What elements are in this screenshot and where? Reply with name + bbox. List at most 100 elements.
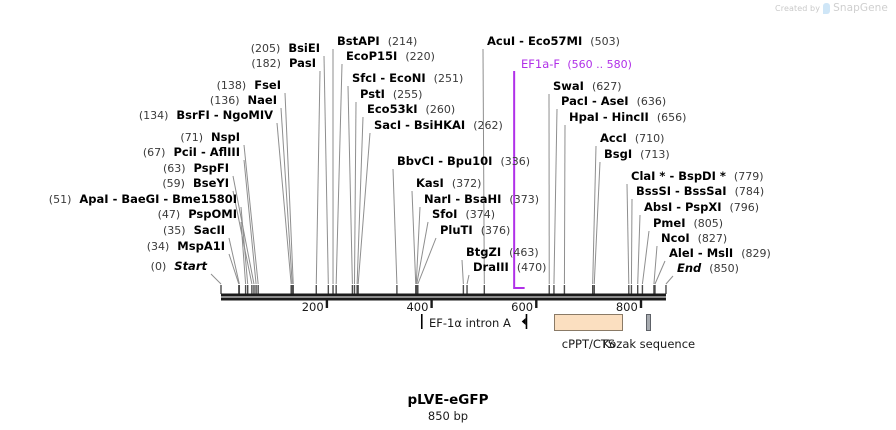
enzyme-leader-line [626, 183, 630, 285]
ruler-tick-label: 800 [615, 300, 638, 314]
enzyme-position: (503) [590, 35, 620, 48]
enzyme-label[interactable]: SfcI - EcoNI (251) [352, 72, 463, 85]
feature-box[interactable] [554, 314, 623, 331]
enzyme-label[interactable]: EcoP15I (220) [346, 49, 435, 63]
enzyme-label[interactable]: PstI (255) [360, 87, 423, 101]
enzyme-label[interactable]: (35) SacII [163, 224, 225, 237]
enzyme-position: (0) [150, 260, 167, 273]
enzyme-position: (220) [405, 50, 435, 63]
enzyme-label[interactable]: AcuI - Eco57MI (503) [487, 35, 620, 48]
enzyme-label[interactable]: (134) BsrFI - NgoMIV [139, 109, 273, 122]
enzyme-label[interactable]: SfoI (374) [432, 208, 495, 221]
enzyme-label[interactable]: (0) Start [150, 259, 207, 273]
enzyme-label[interactable]: BtgZI (463) [466, 246, 539, 259]
enzyme-name: SacI - BsiHKAI [374, 118, 466, 132]
enzyme-leader-line [280, 107, 293, 285]
enzyme-name: Start [174, 259, 207, 273]
enzyme-label[interactable]: SwaI (627) [553, 80, 622, 93]
enzyme-label[interactable]: (136) NaeI [210, 93, 277, 107]
enzyme-label[interactable]: ClaI * - BspDI * (779) [631, 169, 764, 183]
enzyme-leader-line [665, 275, 674, 285]
enzyme-leader-line [228, 237, 240, 285]
enzyme-label[interactable]: End (850) [677, 261, 739, 275]
enzyme-label[interactable]: DraIII (470) [473, 261, 547, 274]
enzyme-name: PstI [360, 87, 385, 101]
enzyme-leader-line [347, 85, 353, 285]
enzyme-leader-line [592, 145, 597, 285]
enzyme-position: (710) [634, 132, 665, 145]
enzyme-position: (51) [48, 193, 72, 206]
enzyme-label[interactable]: HpaI - HincII (656) [569, 111, 686, 124]
enzyme-position: (627) [591, 80, 622, 93]
enzyme-name: PspOMI [188, 207, 237, 221]
enzyme-leader-line [232, 175, 255, 285]
enzyme-label[interactable]: AleI - MslI (829) [669, 247, 771, 260]
enzyme-label[interactable]: NarI - BsaHI (373) [424, 193, 539, 206]
enzyme-label[interactable]: BssSI - BssSaI (784) [636, 184, 764, 198]
feature-label-intron[interactable]: EF-1α intron A [428, 316, 511, 330]
primer-name: EF1a-F [521, 57, 561, 71]
enzyme-name: AccI [600, 131, 627, 145]
enzyme-label[interactable]: NcoI (827) [661, 232, 727, 245]
enzyme-label[interactable]: PluTI (376) [440, 224, 510, 237]
feature-start-cap [420, 314, 423, 329]
primer-marker-line [513, 71, 525, 289]
enzyme-label[interactable]: PmeI (805) [653, 217, 724, 230]
enzyme-leader-line [411, 190, 417, 285]
enzyme-label[interactable]: (67) PciI - AflIII [143, 146, 240, 159]
enzyme-name: BseYI [192, 176, 229, 190]
enzyme-position: (47) [157, 208, 181, 221]
enzyme-leader-line [466, 274, 470, 285]
feature-label[interactable]: cPPT/CTS [561, 337, 616, 351]
enzyme-name: ClaI * - BspDI * [631, 169, 726, 183]
enzyme-label[interactable]: BstAPI (214) [337, 35, 417, 48]
enzyme-label[interactable]: AccI (710) [600, 131, 665, 145]
enzyme-label[interactable]: AbsI - PspXI (796) [644, 201, 759, 214]
enzyme-label[interactable]: (71) NspI [180, 130, 240, 144]
enzyme-label[interactable]: (51) ApaI - BaeGI - Bme1580I [48, 192, 237, 206]
enzyme-label[interactable]: (59) BseYI [162, 176, 229, 190]
enzyme-leader-line [356, 116, 364, 285]
enzyme-position: (372) [451, 177, 482, 190]
enzyme-label[interactable]: Eco53kI (260) [367, 103, 455, 116]
feature-box[interactable] [646, 314, 652, 331]
enzyme-name: MspA1I [177, 239, 225, 253]
enzyme-position: (255) [392, 88, 423, 101]
enzyme-label[interactable]: KasI (372) [416, 177, 482, 190]
enzyme-label[interactable]: BsgI (713) [604, 147, 670, 161]
enzyme-name: BssSI - BssSaI [636, 184, 727, 198]
primer-label[interactable]: EF1a-F (560 .. 580) [521, 57, 632, 71]
enzyme-name: EcoP15I [346, 49, 398, 63]
enzyme-name: NaeI [247, 93, 277, 107]
enzyme-label[interactable]: (138) FseI [216, 79, 281, 92]
enzyme-position: (63) [162, 162, 186, 175]
feature-end-arrow [521, 318, 526, 325]
enzyme-leader-line [228, 253, 240, 285]
enzyme-label[interactable]: (47) PspOMI [157, 207, 237, 221]
enzyme-label[interactable]: (182) PasI [251, 56, 316, 70]
enzyme-name: End [677, 261, 702, 275]
enzyme-leader-line [593, 161, 601, 285]
enzyme-position: (805) [693, 217, 724, 230]
enzyme-label[interactable]: (63) PspFI [162, 162, 229, 175]
enzyme-leader-line [654, 260, 666, 285]
enzyme-label[interactable]: PacI - AseI (636) [561, 94, 666, 108]
enzyme-position: (373) [509, 193, 539, 206]
backbone-lower-bar [221, 297, 666, 301]
enzyme-label[interactable]: SacI - BsiHKAI (262) [374, 118, 503, 132]
enzyme-label[interactable]: BbvCI - Bpu10I (336) [397, 155, 530, 168]
enzyme-leader-line [417, 237, 437, 285]
enzyme-position: (470) [516, 261, 547, 274]
enzyme-name: BsgI [604, 147, 633, 161]
enzyme-name: NspI [211, 130, 240, 144]
backbone-upper-bar [221, 293, 666, 297]
enzyme-leader-line [461, 259, 464, 285]
enzyme-label[interactable]: (205) BsiEI [251, 42, 320, 55]
enzyme-label[interactable]: (34) MspA1I [147, 239, 225, 253]
enzyme-name: PacI - AseI [561, 94, 629, 108]
enzyme-position: (138) [216, 79, 247, 92]
enzyme-name: ApaI - BaeGI - Bme1580I [79, 192, 237, 206]
feature-label[interactable]: Kozak sequence [602, 337, 696, 351]
enzyme-name: PasI [288, 56, 316, 70]
